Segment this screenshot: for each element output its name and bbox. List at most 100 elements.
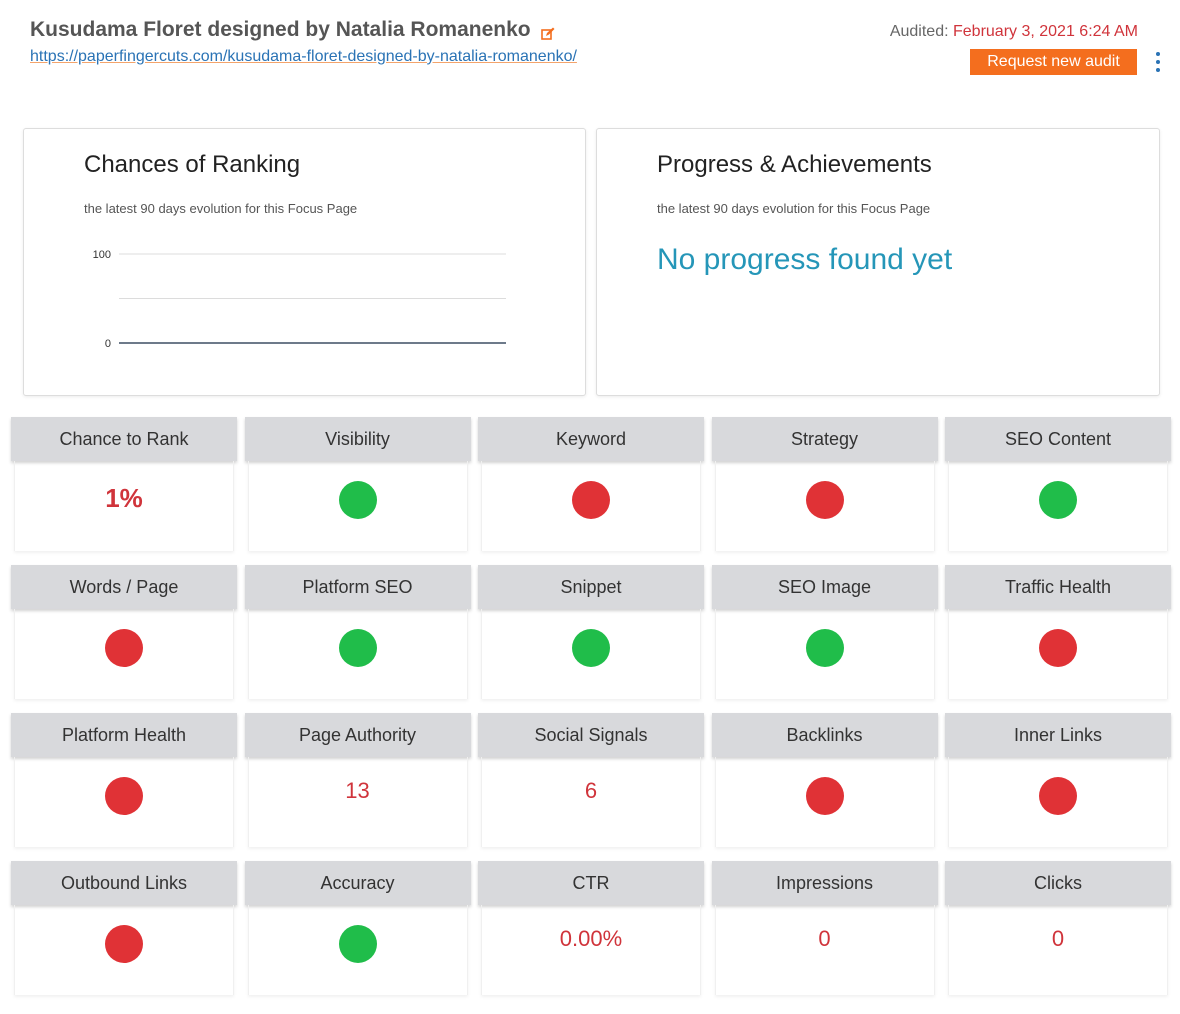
metric-label: Keyword (478, 417, 704, 461)
metric-value: 6 (584, 778, 598, 803)
metric-label: Traffic Health (945, 565, 1171, 609)
ranking-card-subtitle: the latest 90 days evolution for this Fo… (84, 201, 358, 216)
metric-label: SEO Image (711, 565, 938, 609)
audited-label: Audited: (889, 23, 949, 40)
metric-body (14, 905, 234, 995)
metric-tile: Platform SEO (244, 565, 471, 703)
metric-tile: SEO Image (711, 565, 938, 703)
audited-date: February 3, 2021 6:24 AM (953, 23, 1138, 40)
metric-body (481, 461, 701, 551)
page-header: Kusudama Floret designed by Natalia Roma… (30, 18, 1160, 88)
metric-body (14, 609, 234, 699)
metric-body (714, 609, 935, 699)
progress-card: Progress & Achievements the latest 90 da… (596, 128, 1160, 396)
metric-label: Backlinks (711, 713, 938, 757)
kebab-dot (1156, 68, 1160, 72)
metric-tile: Snippet (478, 565, 704, 703)
metric-value: 0.00% (559, 926, 623, 951)
metric-body (14, 757, 234, 847)
status-bad-icon (805, 481, 844, 519)
status-bad-icon (1039, 777, 1077, 815)
status-bad-icon (805, 777, 844, 815)
page-title-row: Kusudama Floret designed by Natalia Roma… (30, 18, 1150, 42)
metric-label: Strategy (711, 417, 938, 461)
metric-label: Clicks (945, 861, 1171, 905)
progress-card-title: Progress & Achievements (657, 151, 932, 178)
metric-label: Page Authority (244, 713, 471, 757)
metric-body (247, 461, 468, 551)
metric-label: Inner Links (945, 713, 1171, 757)
metric-body: 0 (948, 905, 1168, 995)
metric-label: Impressions (711, 861, 938, 905)
chart-y-tick-label: 0 (105, 338, 111, 350)
chart-y-tick-label: 100 (93, 249, 111, 261)
status-bad-icon (105, 925, 143, 963)
page-title: Kusudama Floret designed by Natalia Roma… (30, 18, 531, 41)
audit-info: Audited: February 3, 2021 6:24 AM (890, 23, 1138, 41)
metric-body (247, 905, 468, 995)
metric-tile: Traffic Health (945, 565, 1171, 703)
metric-tile: CTR 0.00% (478, 861, 704, 999)
metric-value: 0 (818, 926, 831, 951)
ranking-card: Chances of Ranking the latest 90 days ev… (23, 128, 586, 396)
metric-tile: Clicks 0 (945, 861, 1171, 999)
kebab-dot (1156, 60, 1160, 64)
metric-tile: Platform Health (11, 713, 237, 851)
metric-body (714, 461, 935, 551)
metric-label: Social Signals (478, 713, 704, 757)
metric-body (948, 757, 1168, 847)
metric-label: Words / Page (11, 565, 237, 609)
status-bad-icon (105, 777, 143, 815)
metric-tile: Impressions 0 (711, 861, 938, 999)
progress-card-subtitle: the latest 90 days evolution for this Fo… (657, 201, 931, 216)
metric-body (481, 609, 701, 699)
metric-label: CTR (478, 861, 704, 905)
metric-tile: SEO Content (945, 417, 1171, 555)
metric-tile: Social Signals 6 (478, 713, 704, 851)
metric-tile: Page Authority 13 (244, 713, 471, 851)
metric-body: 0 (714, 905, 935, 995)
edit-icon[interactable] (540, 23, 555, 40)
metric-body (714, 757, 935, 847)
metric-tile: Inner Links (945, 713, 1171, 851)
metric-tile: Accuracy (244, 861, 471, 999)
status-bad-icon (1039, 629, 1077, 667)
metric-tile: Keyword (478, 417, 704, 555)
page-url-link[interactable]: https://paperfingercuts.com/kusudama-flo… (30, 48, 577, 65)
ranking-chart: 0 100 (93, 249, 506, 350)
metric-label: Snippet (478, 565, 704, 609)
metric-tile: Backlinks (711, 713, 938, 851)
status-good-icon (338, 925, 377, 963)
status-good-icon (338, 629, 377, 667)
status-good-icon (1039, 481, 1077, 519)
kebab-menu-icon[interactable] (1154, 52, 1162, 72)
status-good-icon (572, 629, 610, 667)
metric-body: 13 (247, 757, 468, 847)
metric-label: Visibility (244, 417, 471, 461)
metric-label: Platform Health (11, 713, 237, 757)
metric-value: 13 (345, 778, 370, 803)
metric-value: 0 (1051, 926, 1065, 951)
metric-body: 6 (481, 757, 701, 847)
ranking-card-title: Chances of Ranking (84, 151, 301, 178)
metric-value: 1% (105, 483, 143, 513)
metric-tile: Visibility (244, 417, 471, 555)
metric-body: 1% (14, 461, 234, 551)
metric-body (948, 461, 1168, 551)
status-bad-icon (105, 629, 143, 667)
metric-tile: Strategy (711, 417, 938, 555)
metric-body (948, 609, 1168, 699)
metric-body (247, 609, 468, 699)
no-progress-message: No progress found yet (657, 243, 953, 276)
metrics-grid: Chance to Rank 1% Visibility Keyword Strateg… (11, 417, 1171, 999)
status-good-icon (805, 629, 844, 667)
metric-tile: Outbound Links (11, 861, 237, 999)
metric-label: SEO Content (945, 417, 1171, 461)
metric-label: Outbound Links (11, 861, 237, 905)
metric-tile: Words / Page (11, 565, 237, 703)
metric-label: Platform SEO (244, 565, 471, 609)
status-bad-icon (572, 481, 610, 519)
status-good-icon (338, 481, 377, 519)
kebab-dot (1156, 52, 1160, 56)
request-audit-button[interactable]: Request new audit (970, 49, 1137, 75)
